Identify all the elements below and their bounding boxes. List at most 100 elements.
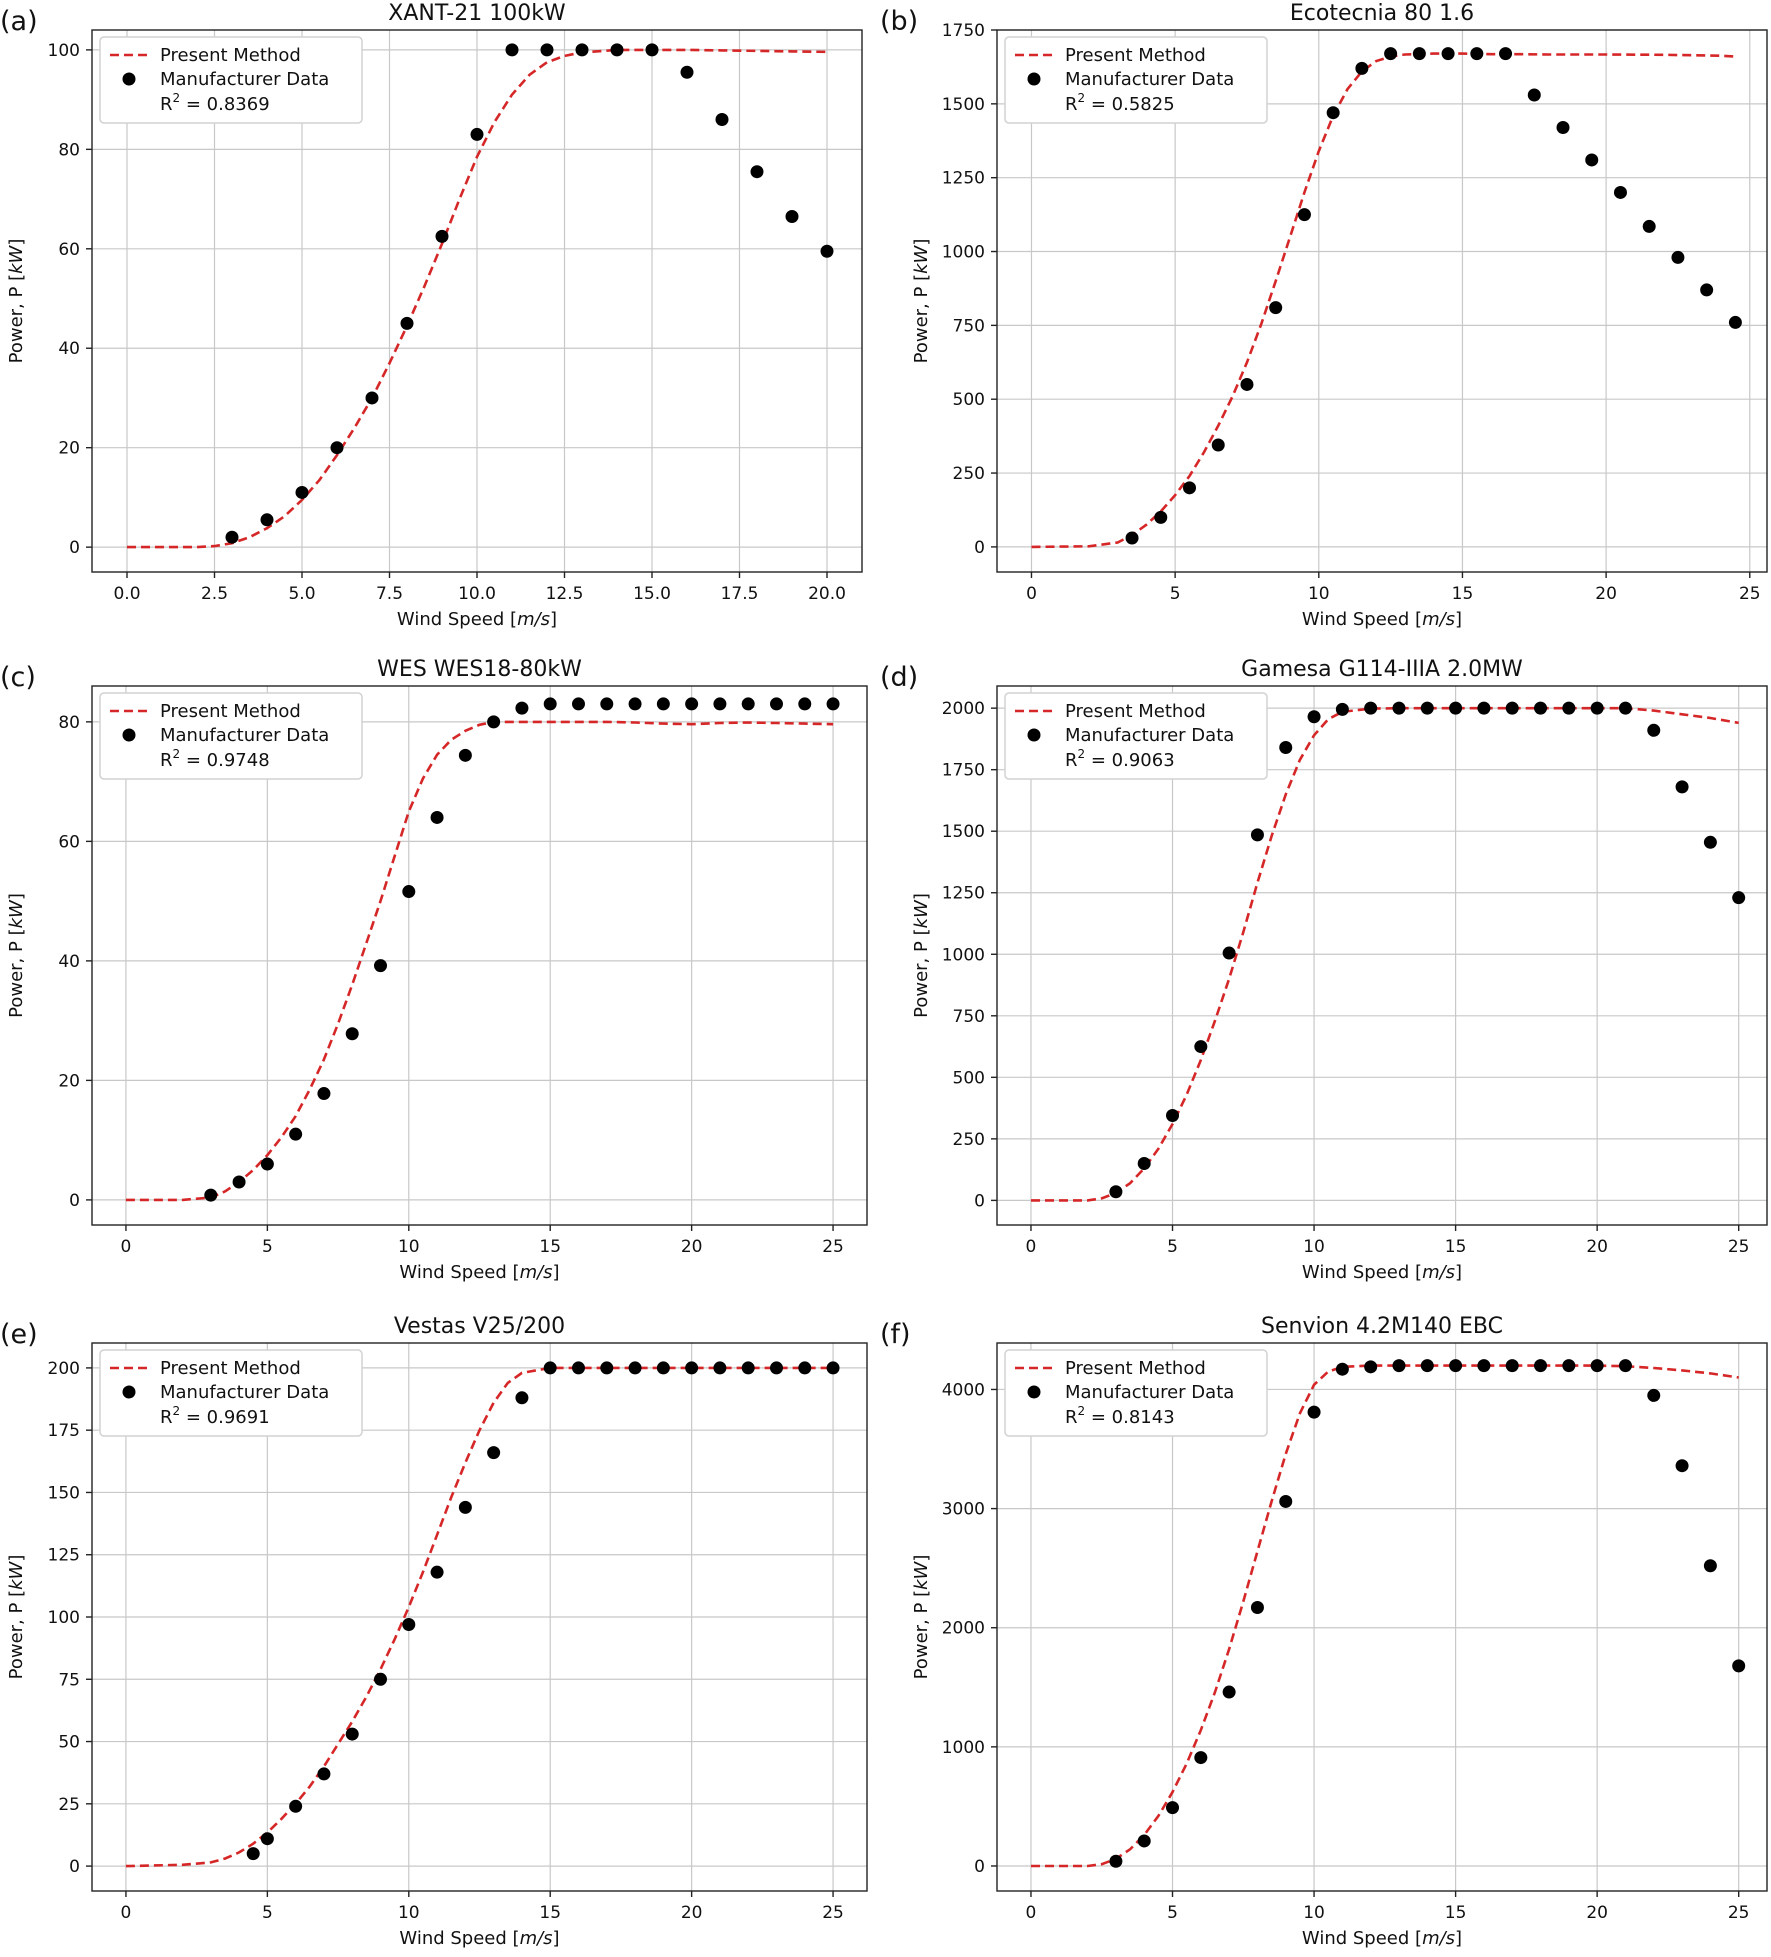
plot-frame xyxy=(91,685,868,1226)
manufacturer-data-point xyxy=(1279,1494,1293,1508)
legend-marker-swatch xyxy=(1027,728,1041,742)
x-tick-label: 0 xyxy=(121,1903,132,1923)
manufacturer-data-point xyxy=(685,697,699,711)
x-tick-label: 25 xyxy=(1728,1237,1750,1257)
manufacturer-data-point xyxy=(1732,891,1746,905)
panel-label: (f) xyxy=(880,1319,911,1350)
manufacturer-data-point xyxy=(458,748,472,762)
manufacturer-data-point xyxy=(487,1446,501,1460)
manufacturer-data-point xyxy=(232,1175,246,1189)
manufacturer-data-point xyxy=(365,391,379,405)
manufacturer-data-point xyxy=(1364,1360,1378,1374)
y-tick-label: 1000 xyxy=(942,945,985,965)
x-tick-label: 10 xyxy=(1308,584,1330,604)
chart-panel-e: 0 5 10 15 20 25 0 25 50 75 100 125 150 175 200 Wind Spe… xyxy=(0,1314,868,1949)
y-tick-label: 750 xyxy=(953,316,985,336)
manufacturer-data-point xyxy=(1384,47,1398,61)
panel-label: (e) xyxy=(0,1319,38,1350)
y-tick-label: 150 xyxy=(48,1483,80,1503)
legend-r2-label: R2 = 0.8369 xyxy=(160,91,270,115)
y-tick-label: 40 xyxy=(58,339,80,359)
x-tick-label: 25 xyxy=(822,1237,844,1257)
manufacturer-data-point xyxy=(1642,219,1656,233)
manufacturer-data-point xyxy=(345,1727,359,1741)
x-tick-label: 5 xyxy=(1167,1237,1178,1257)
manufacturer-data-point xyxy=(402,885,416,899)
manufacturer-data-point xyxy=(1297,208,1311,222)
x-tick-label: 12.5 xyxy=(546,584,584,604)
legend-method-label: Present Method xyxy=(1065,701,1206,722)
x-tick-label: 10 xyxy=(1303,1237,1325,1257)
manufacturer-data-point xyxy=(713,1361,727,1375)
manufacturer-data-point xyxy=(1392,1359,1406,1373)
manufacturer-data-point xyxy=(715,113,729,127)
y-tick-label: 125 xyxy=(48,1546,80,1566)
y-tick-label: 1500 xyxy=(942,95,985,115)
manufacturer-data-point xyxy=(1392,701,1406,715)
manufacturer-data-point xyxy=(1618,701,1632,715)
x-tick-label: 25 xyxy=(1728,1903,1750,1923)
manufacturer-data-point xyxy=(1125,531,1139,545)
y-tick-label: 60 xyxy=(58,240,80,260)
manufacturer-data-point xyxy=(1222,1685,1236,1699)
x-tick-label: 5 xyxy=(262,1903,273,1923)
x-tick-label: 5 xyxy=(262,1237,273,1257)
x-tick-label: 17.5 xyxy=(721,584,759,604)
manufacturer-data-point xyxy=(785,209,799,223)
manufacturer-data-point xyxy=(571,1361,585,1375)
x-tick-label: 0 xyxy=(1026,584,1037,604)
manufacturer-data-point xyxy=(741,697,755,711)
manufacturer-data-point xyxy=(400,316,414,330)
manufacturer-data-point xyxy=(515,701,529,715)
y-tick-label: 0 xyxy=(974,1857,985,1877)
manufacturer-data-point xyxy=(645,43,659,57)
manufacturer-data-point xyxy=(225,530,239,544)
y-tick-label: 20 xyxy=(58,1071,80,1091)
manufacturer-data-point xyxy=(1585,153,1599,167)
legend-marker-swatch xyxy=(122,728,136,742)
manufacturer-data-point xyxy=(1703,835,1717,849)
x-tick-label: 0 xyxy=(1026,1903,1037,1923)
manufacturer-data-point xyxy=(295,485,309,499)
y-tick-label: 1750 xyxy=(942,21,985,41)
x-tick-label: 10 xyxy=(398,1237,420,1257)
manufacturer-data-point xyxy=(260,1157,274,1171)
manufacturer-data-point xyxy=(571,697,585,711)
manufacturer-data-point xyxy=(1420,1359,1434,1373)
manufacturer-data-point xyxy=(826,1361,840,1375)
x-tick-label: 10.0 xyxy=(458,584,496,604)
manufacturer-data-point xyxy=(1675,780,1689,794)
legend-box xyxy=(99,36,363,124)
legend-r2-label: R2 = 0.8143 xyxy=(1065,1404,1175,1428)
y-tick-label: 60 xyxy=(58,832,80,852)
manufacturer-data-point xyxy=(1671,250,1685,264)
legend-r2-label: R2 = 0.9691 xyxy=(160,1404,270,1428)
legend-r2-label: R2 = 0.9748 xyxy=(160,747,270,771)
manufacturer-data-point xyxy=(1647,723,1661,737)
x-tick-label: 15 xyxy=(1445,1237,1467,1257)
x-tick-label: 15 xyxy=(1445,1903,1467,1923)
plot-title: Vestas V25/200 xyxy=(394,1314,565,1339)
manufacturer-data-point xyxy=(204,1188,218,1202)
legend-box xyxy=(1004,1349,1268,1437)
y-tick-label: 0 xyxy=(69,538,80,558)
plot-title: Gamesa G114-IIIA 2.0MW xyxy=(1241,657,1523,682)
x-tick-label: 20 xyxy=(1586,1903,1608,1923)
manufacturer-data-point xyxy=(1250,1600,1264,1614)
legend-marker-swatch xyxy=(122,1385,136,1399)
x-tick-label: 20 xyxy=(1595,584,1617,604)
manufacturer-data-point xyxy=(750,165,764,179)
manufacturer-data-point xyxy=(628,1361,642,1375)
manufacturer-data-point xyxy=(1109,1854,1123,1868)
manufacturer-data-point xyxy=(1647,1388,1661,1402)
y-tick-label: 1250 xyxy=(942,169,985,189)
manufacturer-data-point xyxy=(1449,701,1463,715)
plot-frame xyxy=(996,29,1768,573)
manufacturer-data-point xyxy=(1590,701,1604,715)
chart-panel-a: 0.0 2.5 5.0 7.5 10.0 12.5 15.0 17.5 20.0 0 20 40 60 8… xyxy=(0,1,863,630)
x-tick-label: 10 xyxy=(1303,1903,1325,1923)
